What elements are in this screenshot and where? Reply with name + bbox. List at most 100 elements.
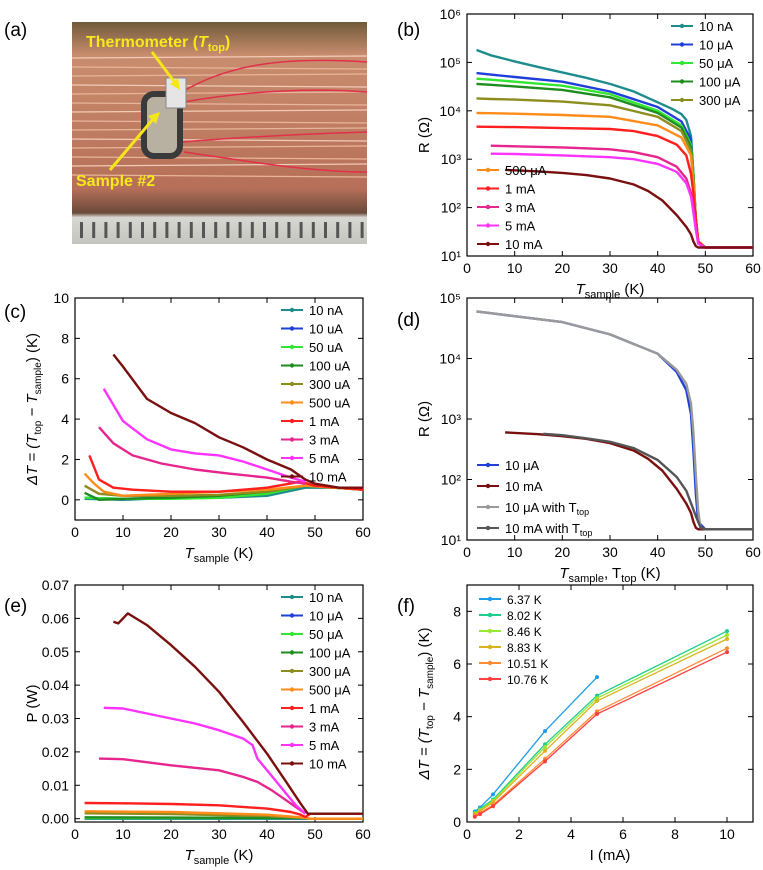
x-tick-label: 50 [307,826,323,842]
ruler-tick [177,222,181,238]
arrow-sample-head [148,112,160,124]
legend-label: 1 mA [309,414,340,429]
legend-label: 10 nA [309,303,343,318]
series-line [505,168,753,249]
data-point [595,675,599,680]
y-tick-label: 6 [61,371,69,387]
legend-label: 100 μA [699,75,741,90]
ruler-tick [116,222,120,238]
legend-label: 8.83 K [507,641,542,655]
legend-marker [485,167,491,173]
x-tick-label: 8 [671,826,679,842]
thermometer-label-close: ) [225,34,230,51]
x-tick-label: 2 [515,826,523,842]
x-tick-label: 40 [259,524,275,540]
data-point [725,646,729,651]
data-point [725,629,729,634]
legend-marker [289,594,295,600]
ruler-tick [324,222,327,238]
x-axis-label: Tsample (K) [185,545,254,565]
legend-marker [485,186,491,191]
series-line [543,432,753,531]
data-point [543,744,547,749]
ruler-tick [153,222,157,238]
panel-label-d: (d) [397,310,420,331]
panel-label-b: (b) [397,20,420,41]
legend-marker [289,418,295,424]
legend-marker [289,326,295,331]
arrow-sample [108,117,156,171]
y-tick-label: 10⁵ [440,54,461,70]
y-tick-label: 10 [53,290,69,306]
chart-c: 0 10 20 30 40 50 60 0 2 4 6 8 10 Tsample (K) ΔT = (Tto… [24,290,371,565]
thermometer-label-text: Thermometer ( [86,34,199,51]
sample-2 [141,91,183,159]
legend-marker [485,204,491,210]
x-axis-label-sub: sample [194,855,229,867]
legend-marker [487,596,493,602]
legend-label: 10 mA [309,470,347,485]
ruler-tick [104,222,108,238]
legend-marker [487,660,493,666]
y-axis-label-end: ) (K) [24,333,41,362]
legend-label: 50 uA [309,340,343,355]
y-tick-label: 0.02 [42,744,69,760]
legend-marker [289,613,295,618]
legend-marker [289,742,295,748]
x-tick-label: 60 [745,544,761,560]
legend-marker [289,307,295,313]
y-tick-label: 0.06 [42,610,69,626]
x-tick-label: 40 [650,544,666,560]
legend-label: 3 mA [309,720,340,735]
x-tick-label: 50 [698,544,714,560]
photo-wires [72,55,367,178]
wire [72,102,367,106]
wire [72,66,367,70]
legend-marker [487,676,493,682]
ruler-tick [250,222,254,238]
legend-marker [485,483,491,489]
y-tick-label: 0.05 [42,644,69,660]
legend-marker [679,97,685,103]
ruler-tick [348,222,352,238]
data-point [472,814,477,819]
legend-marker [679,60,685,66]
y-tick-label: 0 [453,814,461,830]
x-tick-label: 20 [555,544,571,560]
legend-label: 10 nA [699,19,733,34]
legend-label-sub: top [577,507,590,517]
y-tick-label: 6 [453,656,461,672]
ruler-tick [311,222,315,238]
y-axis-label-mid: − T [24,393,41,421]
legend-marker [485,504,491,510]
ruler-tick [128,222,132,238]
legend-marker [487,644,493,650]
y-tick-label: 2 [61,451,69,467]
legend-label: 10 μA [505,458,540,473]
series-line [102,388,306,483]
y-tick-label: 4 [61,411,69,427]
x-axis-label-sym: T [185,847,196,864]
ruler-tick [238,222,242,238]
panel-label-e: (e) [4,596,27,617]
x-tick-label: 20 [555,260,571,276]
legend-label: 10 mA [505,237,543,252]
y-axis-label-mid: − T [416,687,433,715]
legend-marker [289,344,295,350]
x-axis-label-sym: T [576,281,587,298]
x-axis-label-mid: , T [604,565,621,582]
legend-marker [289,400,295,405]
data-point [595,698,599,703]
x-tick-label: 10 [719,826,735,842]
red-wire [181,131,367,143]
legend-label: 3 mA [505,200,536,215]
series-line [103,706,307,815]
red-wire [181,59,367,93]
legend-label: 100 μA [309,646,351,661]
legend-label: 10 mA with Ttop [505,521,592,538]
legend-label: 10 mA [309,757,347,772]
y-tick-label: 10¹ [441,532,462,548]
thermometer-label-sub: top [208,42,225,54]
y-tick-label: 8 [61,330,69,346]
wire [72,163,367,167]
